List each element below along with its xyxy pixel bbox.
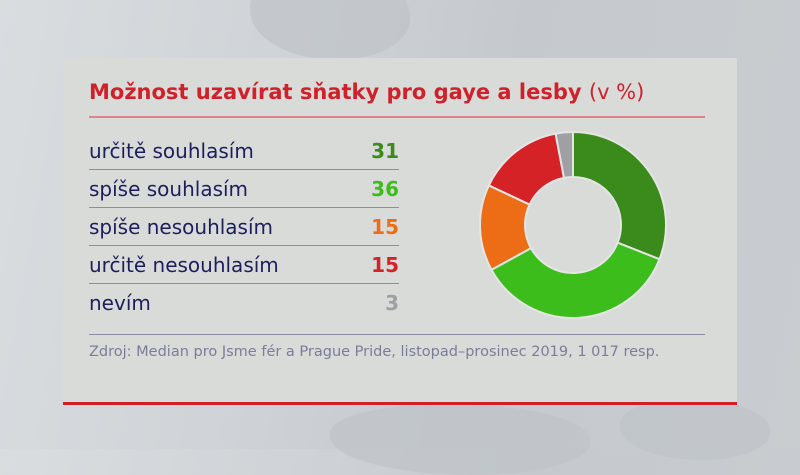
legend-label: určitě souhlasím xyxy=(89,138,254,163)
donut-chart xyxy=(479,130,667,319)
legend-row: určitě nesouhlasím 15 xyxy=(89,246,399,284)
legend-label: spíše souhlasím xyxy=(89,176,249,201)
chart-panel: Možnost uzavírat sňatky pro gaye a lesby… xyxy=(63,58,737,405)
donut-segment xyxy=(554,130,574,180)
legend-value: 15 xyxy=(371,214,399,239)
donut-segment xyxy=(490,241,661,319)
donut-segment xyxy=(572,130,667,261)
legend-row: nevím 3 xyxy=(89,284,399,322)
legend-value: 3 xyxy=(385,291,399,315)
title-divider xyxy=(89,116,705,118)
legend-label: určitě nesouhlasím xyxy=(89,252,279,277)
legend-table: určitě souhlasím 31 spíše souhlasím 36 s… xyxy=(89,132,399,322)
legend-value: 31 xyxy=(371,138,399,163)
chart-title-unit: (v %) xyxy=(588,80,645,104)
legend-value: 36 xyxy=(371,176,399,201)
background-map-shape xyxy=(620,400,770,460)
legend-label: spíše nesouhlasím xyxy=(89,214,274,239)
source-note: Zdroj: Median pro Jsme fér a Prague Prid… xyxy=(89,344,660,360)
legend-row: spíše souhlasím 36 xyxy=(89,170,399,208)
source-divider xyxy=(89,334,705,335)
legend-row: určitě souhlasím 31 xyxy=(89,132,399,170)
legend-label: nevím xyxy=(89,291,151,315)
chart-title-text: Možnost uzavírat sňatky pro gaye a lesby xyxy=(89,80,582,104)
legend-value: 15 xyxy=(371,252,399,277)
legend-row: spíše nesouhlasím 15 xyxy=(89,208,399,246)
background-map-shape xyxy=(330,405,590,475)
background-map-shape xyxy=(250,0,410,60)
chart-title: Možnost uzavírat sňatky pro gaye a lesby… xyxy=(89,80,644,104)
